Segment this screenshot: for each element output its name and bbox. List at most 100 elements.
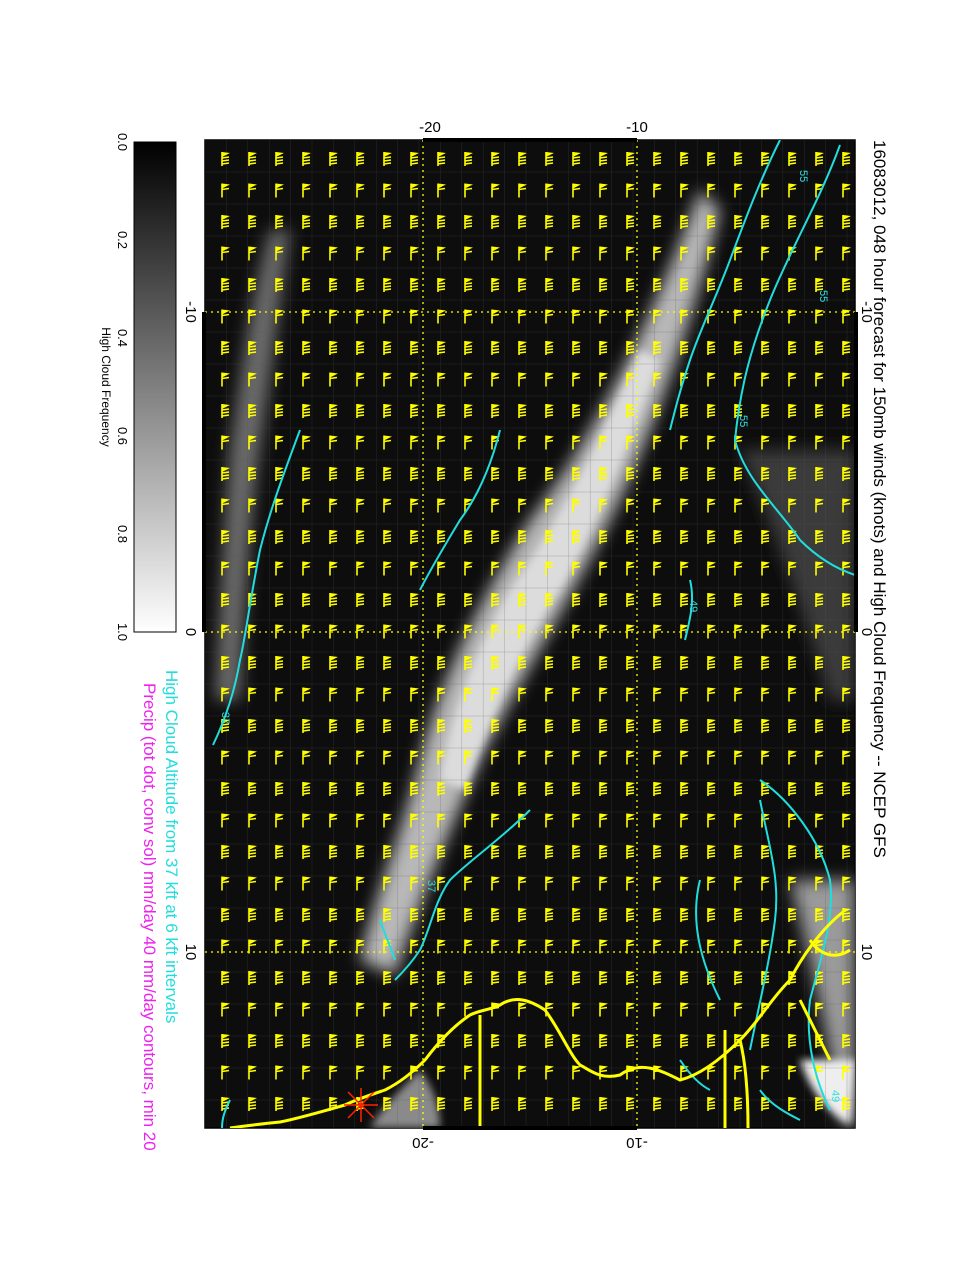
wind-barb: [464, 908, 473, 922]
wind-barb: [626, 624, 635, 639]
wind-barb: [734, 530, 743, 544]
wind-barb: [788, 215, 797, 229]
wind-barb: [356, 152, 365, 166]
wind-barb: [383, 813, 392, 828]
wind-barb: [464, 939, 473, 954]
wind-barb: [572, 183, 581, 198]
wind-barb: [572, 845, 581, 859]
wind-barb: [626, 561, 635, 576]
wind-barb: [518, 971, 527, 985]
wind-barb: [437, 309, 446, 324]
wind-barb: [680, 404, 689, 418]
wind-barb: [680, 750, 689, 765]
wind-barb: [302, 782, 311, 796]
wind-barb: [383, 435, 392, 450]
wind-barb: [437, 435, 446, 450]
wind-barb: [275, 624, 284, 639]
wind-barb: [248, 876, 257, 891]
wind-barb: [707, 876, 716, 891]
wind-barb: [248, 278, 257, 292]
wind-barb: [383, 404, 392, 418]
right-tick-label: -10: [858, 301, 875, 323]
wind-barb: [302, 372, 311, 387]
wind-barb: [653, 750, 662, 765]
wind-barb: [761, 782, 770, 796]
wind-barb: [275, 656, 284, 670]
wind-barb: [329, 687, 338, 702]
wind-barb: [707, 1034, 716, 1048]
wind-barb: [626, 687, 635, 702]
wind-barb: [221, 246, 230, 261]
wind-barb: [599, 530, 608, 544]
wind-barb: [248, 215, 257, 229]
wind-barb: [842, 687, 851, 702]
wind-barb: [545, 1034, 554, 1048]
wind-barb: [572, 467, 581, 481]
wind-barb: [329, 1034, 338, 1048]
wind-barb: [599, 719, 608, 733]
wind-barb: [734, 215, 743, 229]
wind-barb: [842, 908, 851, 922]
wind-barb: [221, 1034, 230, 1048]
wind-barb: [815, 687, 824, 702]
wind-barb: [383, 845, 392, 859]
wind-barb: [464, 656, 473, 670]
wind-barb: [248, 719, 257, 733]
wind-barb: [599, 813, 608, 828]
wind-barb: [842, 813, 851, 828]
wind-barb: [653, 530, 662, 544]
wind-barb: [275, 372, 284, 387]
wind-barb: [545, 719, 554, 733]
wind-barb: [680, 152, 689, 166]
wind-barb: [221, 467, 230, 481]
wind-barb: [545, 1097, 554, 1111]
wind-barb: [491, 404, 500, 418]
wind-barb: [599, 341, 608, 355]
wind-barb: [464, 971, 473, 985]
wind-barb: [437, 561, 446, 576]
wind-barb: [734, 278, 743, 292]
wind-barb: [464, 719, 473, 733]
wind-barb: [302, 656, 311, 670]
wind-barb: [383, 467, 392, 481]
wind-barb: [275, 1097, 284, 1111]
wind-barb: [626, 1097, 635, 1111]
wind-barb: [356, 404, 365, 418]
wind-barb: [788, 687, 797, 702]
wind-barb: [221, 215, 230, 229]
wind-barb: [248, 467, 257, 481]
wind-barb: [410, 530, 419, 544]
wind-barb: [248, 1002, 257, 1017]
wind-barb: [221, 813, 230, 828]
wind-barb: [437, 719, 446, 733]
wind-barb: [599, 183, 608, 198]
wind-barb: [491, 687, 500, 702]
wind-barb: [761, 1065, 770, 1080]
wind-barb: [626, 876, 635, 891]
wind-barb: [410, 498, 419, 513]
wind-barb: [842, 656, 851, 670]
wind-barb: [545, 246, 554, 261]
wind-barb: [464, 215, 473, 229]
wind-barb: [464, 876, 473, 891]
wind-barb: [734, 687, 743, 702]
wind-barb: [275, 1034, 284, 1048]
wind-barb: [221, 908, 230, 922]
wind-barb: [599, 1002, 608, 1017]
wind-barb: [329, 215, 338, 229]
colorbar-tick: 0.6: [115, 427, 130, 445]
wind-barb: [518, 1065, 527, 1080]
wind-barb: [707, 435, 716, 450]
wind-barb: [248, 530, 257, 544]
wind-barb: [383, 278, 392, 292]
wind-barb: [599, 498, 608, 513]
wind-barb: [221, 971, 230, 985]
wind-barb: [761, 593, 770, 607]
wind-barb: [545, 278, 554, 292]
wind-barb: [734, 372, 743, 387]
wind-barb: [410, 813, 419, 828]
wind-barb: [248, 1097, 257, 1111]
wind-barb: [572, 876, 581, 891]
contour-label: 49: [829, 1090, 841, 1102]
wind-barb: [680, 530, 689, 544]
